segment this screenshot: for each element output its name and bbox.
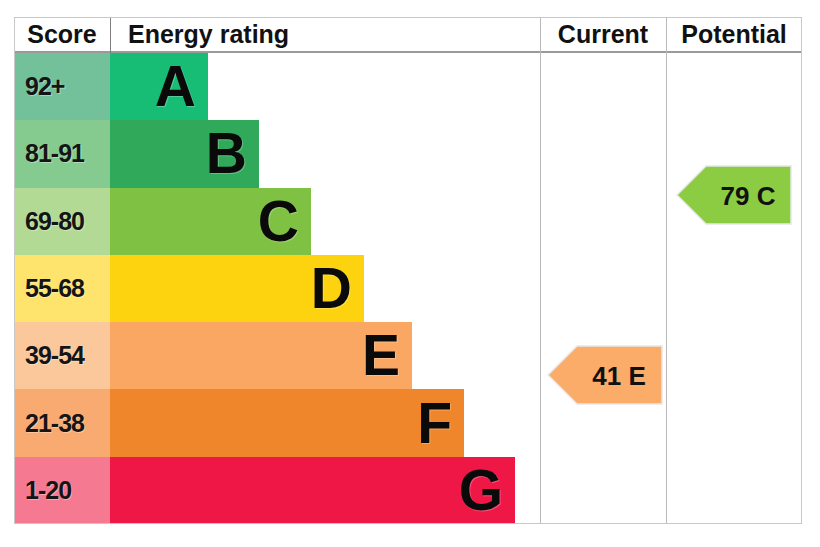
band-score-cell: 69-80: [14, 188, 110, 255]
band-bar: G: [110, 457, 515, 524]
energy-rating-column-header: Energy rating: [110, 20, 462, 49]
band-score-range: 92+: [25, 72, 64, 101]
band-score-range: 21-38: [25, 409, 84, 438]
band-letter: D: [311, 260, 352, 317]
band-score-cell: 39-54: [14, 322, 110, 389]
band-letter: E: [362, 327, 400, 384]
band-row: 39-54 E: [14, 322, 802, 389]
potential-column-header: Potential: [666, 20, 802, 49]
band-row: 92+ A: [14, 53, 802, 120]
chart-header-row: Score Energy rating Current Potential: [14, 17, 802, 53]
band-bar: C: [110, 188, 311, 255]
band-bar: B: [110, 120, 259, 187]
score-header-divider: [110, 17, 111, 53]
band-score-range: 55-68: [25, 274, 84, 303]
band-score-range: 39-54: [25, 341, 84, 370]
band-letter: A: [155, 58, 196, 115]
band-letter: F: [417, 395, 452, 452]
band-row: 55-68 D: [14, 255, 802, 322]
band-score-range: 69-80: [25, 207, 84, 236]
band-bar: A: [110, 53, 208, 120]
band-score-range: 81-91: [25, 139, 84, 168]
band-score-cell: 21-38: [14, 389, 110, 456]
epc-rating-chart: Score Energy rating Current Potential 92…: [0, 0, 820, 547]
band-bar: F: [110, 389, 464, 456]
band-row: 21-38 F: [14, 389, 802, 456]
current-rating-value: 41 E: [592, 361, 646, 391]
score-column-header: Score: [14, 20, 110, 49]
potential-rating-arrow: 79 C: [676, 165, 792, 225]
band-bar: D: [110, 255, 364, 322]
band-letter: G: [459, 462, 503, 519]
band-bar: E: [110, 322, 412, 389]
band-letter: B: [206, 125, 247, 182]
band-row: 1-20 G: [14, 457, 802, 524]
potential-rating-value: 79 C: [721, 181, 776, 211]
band-score-cell: 55-68: [14, 255, 110, 322]
band-rows: 92+ A 81-91 B 69-80 C 55-68 D 39-54: [14, 53, 802, 524]
band-score-cell: 81-91: [14, 120, 110, 187]
current-column-header: Current: [540, 20, 666, 49]
current-rating-arrow: 41 E: [547, 345, 663, 405]
band-score-range: 1-20: [25, 476, 71, 505]
band-letter: C: [258, 193, 299, 250]
band-score-cell: 1-20: [14, 457, 110, 524]
band-score-cell: 92+: [14, 53, 110, 120]
